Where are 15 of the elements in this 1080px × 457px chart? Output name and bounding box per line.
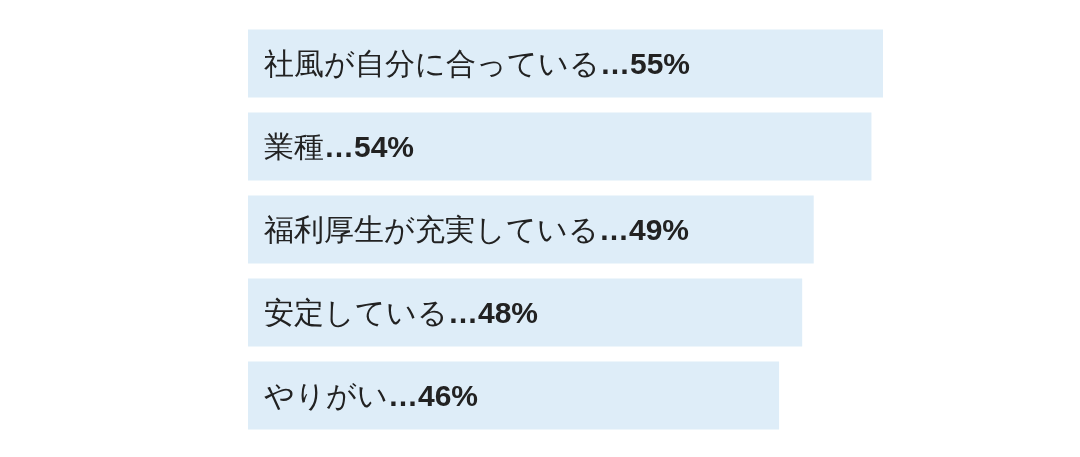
y-tick-label: やりがい [264, 378, 388, 413]
y-tick-label: 社風が自分に合っている [264, 46, 600, 81]
data-label: …54% [324, 130, 415, 163]
bar [248, 29, 883, 98]
y-tick-label: 福利厚生が充実している [264, 212, 599, 247]
data-label: …48% [448, 296, 539, 329]
bar [248, 278, 803, 347]
y-tick-label: 業種 [264, 129, 324, 164]
y-tick-label: 安定している [264, 295, 448, 330]
bar [248, 195, 814, 264]
data-label: …46% [388, 379, 479, 412]
data-label: …49% [599, 213, 690, 246]
bar [248, 361, 780, 430]
bar [248, 112, 872, 181]
data-label: …55% [600, 47, 691, 80]
